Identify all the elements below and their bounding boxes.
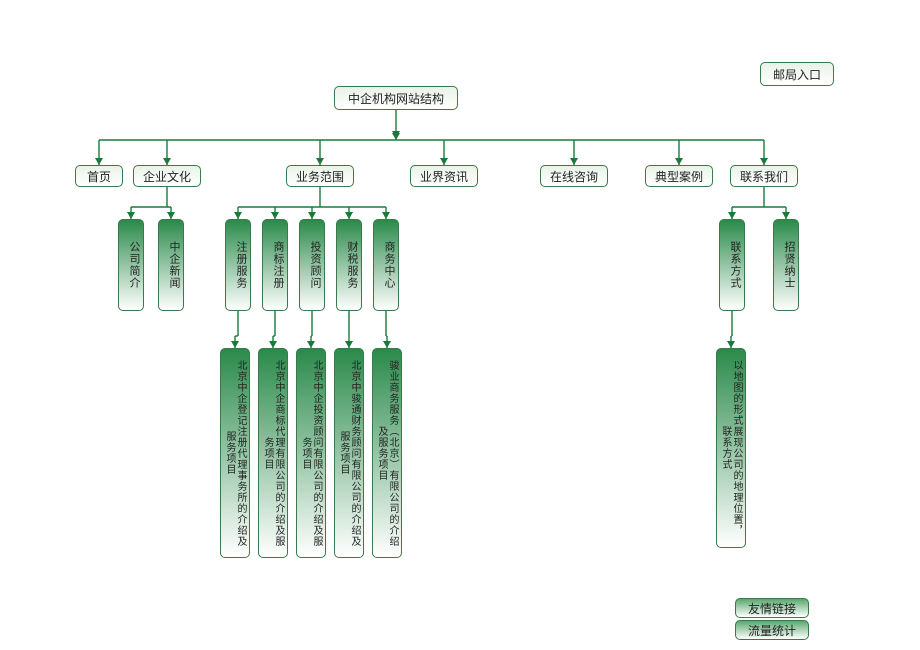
- connector-lines: [0, 0, 920, 650]
- level2-contact-0: 联系方式: [719, 219, 745, 311]
- level3-biz-4: 骏业商务服务（北京）有限公司的介绍及服务项目: [372, 348, 402, 558]
- mail-entry-node: 邮局入口: [760, 62, 834, 86]
- level3-biz-1: 北京中企商标代理有限公司的介绍及服务项目: [258, 348, 288, 558]
- level1-culture: 企业文化: [133, 165, 201, 187]
- level1-consult: 在线咨询: [540, 165, 608, 187]
- level1-home: 首页: [75, 165, 123, 187]
- level2-culture-1: 中企新闻: [158, 219, 184, 311]
- level1-biz: 业务范围: [286, 165, 354, 187]
- level3-biz-0: 北京中企登记注册代理事务所的介绍及服务项目: [220, 348, 250, 558]
- footer-link-0: 友情链接: [735, 598, 809, 618]
- level2-culture-0: 公司简介: [118, 219, 144, 311]
- level2-biz-0: 注册服务: [225, 219, 251, 311]
- root-node: 中企机构网站结构: [334, 86, 458, 110]
- level3-biz-3: 北京中骏通财务顾问有限公司的介绍及服务项目: [334, 348, 364, 558]
- level2-biz-2: 投资顾问: [299, 219, 325, 311]
- level1-cases: 典型案例: [645, 165, 713, 187]
- level2-biz-3: 财税服务: [336, 219, 362, 311]
- level2-biz-4: 商务中心: [373, 219, 399, 311]
- level1-news: 业界资讯: [410, 165, 478, 187]
- level3-biz-2: 北京中企投资顾问有限公司的介绍及服务项目: [296, 348, 326, 558]
- level2-biz-1: 商标注册: [262, 219, 288, 311]
- level2-contact-1: 招贤纳士: [773, 219, 799, 311]
- level3-contact-0: 以地图的形式展现公司的地理位置，联系方式: [716, 348, 746, 548]
- footer-link-1: 流量统计: [735, 620, 809, 640]
- level1-contact: 联系我们: [730, 165, 798, 187]
